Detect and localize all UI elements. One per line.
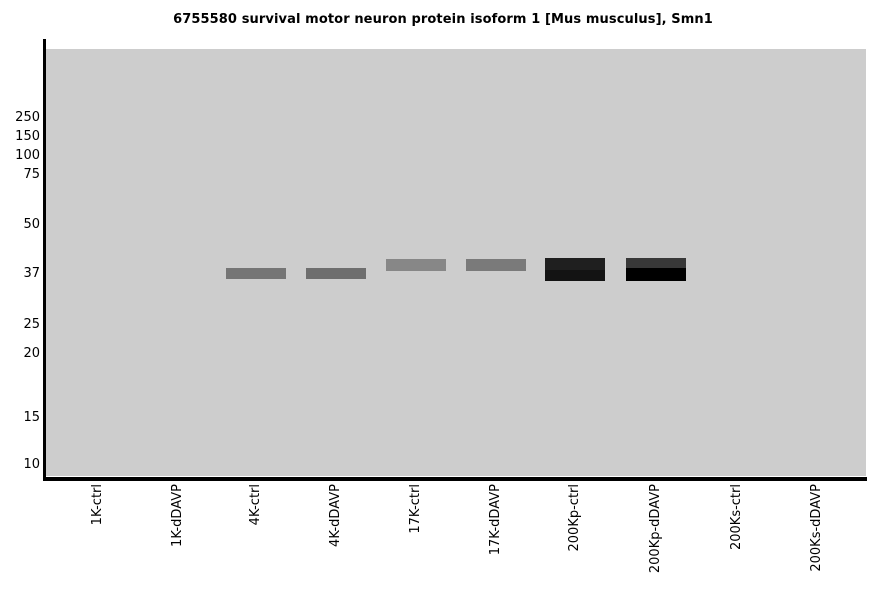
mw-tick-label: 37 — [23, 266, 40, 281]
mw-tick-label: 20 — [23, 346, 40, 361]
protein-band — [306, 268, 366, 279]
x-axis-spine — [43, 477, 867, 481]
mw-tick-label: 250 — [15, 110, 40, 125]
protein-band — [545, 270, 605, 281]
mw-tick-label: 25 — [23, 317, 40, 332]
lane-label: 200Kp-ctrl — [567, 484, 582, 552]
mw-tick-label: 150 — [15, 129, 40, 144]
mw-tick-label: 10 — [23, 457, 40, 472]
mw-tick-label: 15 — [23, 410, 40, 425]
lane-label: 17K-ctrl — [408, 484, 423, 534]
y-axis-spine — [43, 39, 46, 481]
protein-band — [386, 259, 446, 271]
gel-area — [46, 49, 866, 476]
mw-tick-label: 100 — [15, 148, 40, 163]
protein-band — [626, 258, 686, 268]
mw-tick-label: 50 — [23, 217, 40, 232]
lane-label: 4K-ctrl — [248, 484, 263, 526]
protein-band — [545, 258, 605, 270]
lane-label: 17K-dDAVP — [488, 484, 503, 556]
protein-band — [226, 268, 286, 279]
protein-band — [466, 259, 526, 271]
chart-title: 6755580 survival motor neuron protein is… — [173, 12, 713, 27]
mw-tick-label: 75 — [23, 167, 40, 182]
lane-label: 200Ks-ctrl — [729, 484, 744, 551]
lane-label: 1K-ctrl — [90, 484, 105, 526]
lane-label: 1K-dDAVP — [170, 484, 185, 547]
lane-label: 4K-dDAVP — [328, 484, 343, 547]
protein-band — [626, 268, 686, 281]
lane-label: 200Ks-dDAVP — [809, 484, 824, 572]
lane-label: 200Kp-dDAVP — [648, 484, 663, 574]
